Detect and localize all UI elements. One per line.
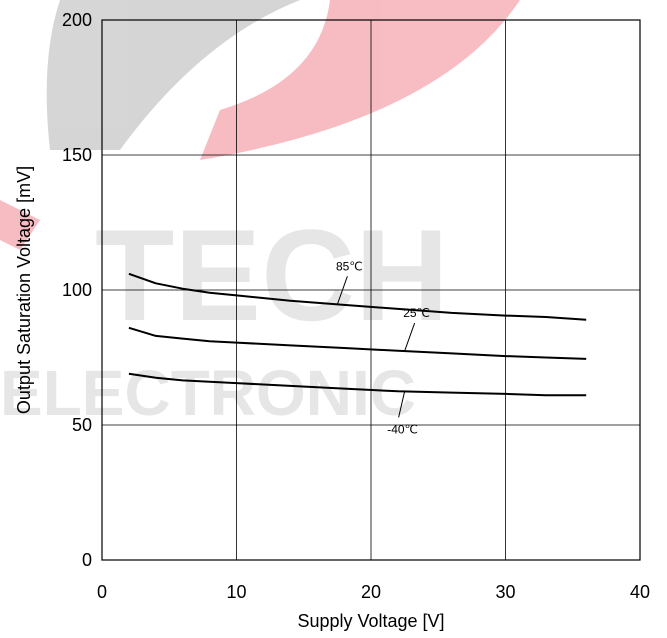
series-line-2 [128, 372, 587, 397]
watermark-red-swoosh-left [0, 200, 40, 250]
plot-frame [101, 19, 641, 561]
annotation-leader-0 [336, 276, 348, 305]
y-tick-label: 200 [62, 10, 92, 30]
watermark-word-electronic: ELECTRONIC [0, 357, 416, 429]
y-tick-label: 150 [62, 145, 92, 165]
series-line-0 [128, 272, 587, 321]
y-tick-label: 0 [82, 550, 92, 570]
x-tick-label: 10 [226, 582, 246, 602]
series-label-0: 85℃ [336, 259, 363, 273]
tick-labels: 0 10 20 30 40 0 50 100 150 200 [62, 10, 650, 602]
x-tick-label: 30 [495, 582, 515, 602]
series-label-2: -40℃ [387, 422, 418, 436]
annotation-leader-1 [404, 322, 416, 352]
watermark-red-swoosh [200, 0, 520, 160]
x-tick-label: 0 [97, 582, 107, 602]
watermark-gray-swoosh [46, 0, 300, 150]
annotation-leader-2 [398, 391, 406, 418]
y-axis-title: Output Saturation Voltage [mV] [14, 166, 34, 414]
x-axis-title: Supply Voltage [V] [297, 611, 444, 631]
series-line-1 [128, 326, 587, 360]
y-tick-label: 50 [72, 415, 92, 435]
series-label-1: 25℃ [403, 306, 430, 320]
series-layer [128, 272, 587, 397]
watermark: TECH ELECTRONIC [0, 0, 520, 429]
y-tick-label: 100 [62, 280, 92, 300]
x-tick-label: 40 [630, 582, 650, 602]
grid [102, 20, 640, 560]
x-tick-label: 20 [361, 582, 381, 602]
annotation-layer: 85℃ 25℃ -40℃ [336, 259, 430, 436]
watermark-word-tech: TECH [95, 202, 449, 348]
